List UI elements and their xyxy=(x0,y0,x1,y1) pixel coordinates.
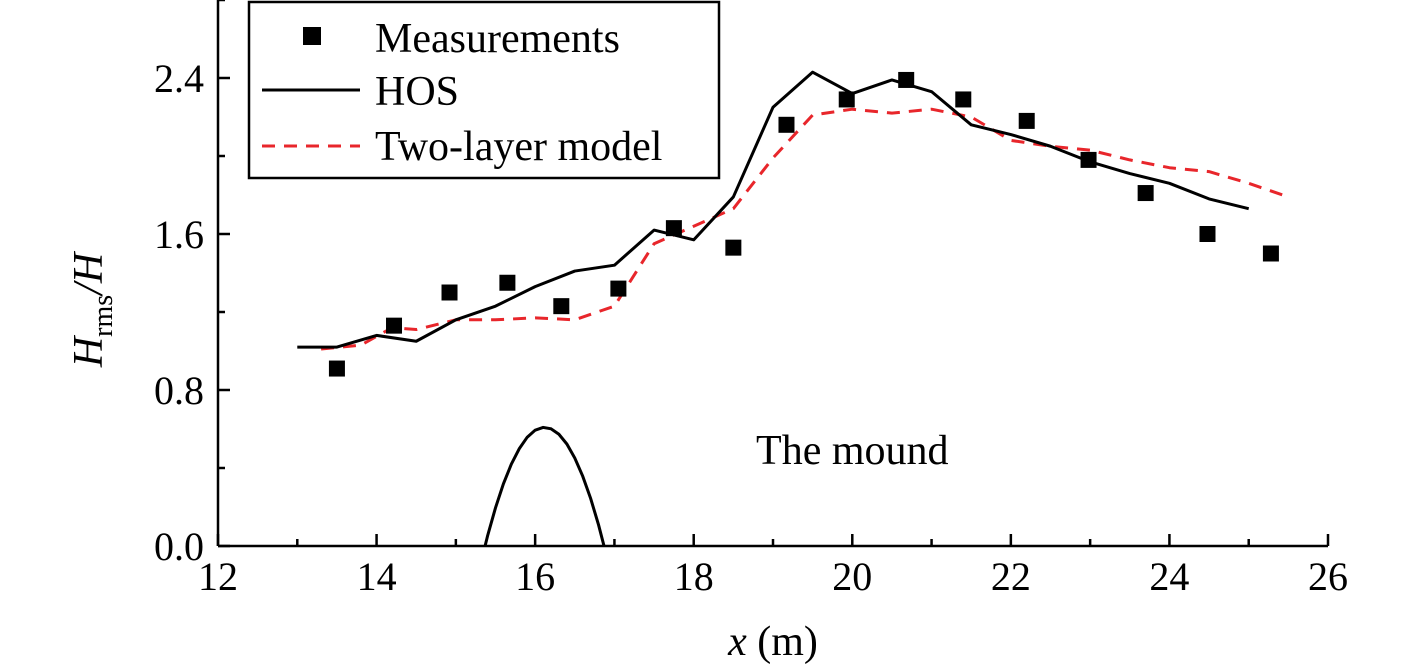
y-tick-label: 0.0 xyxy=(154,524,204,569)
measurement-point xyxy=(1018,112,1035,129)
measurement-point xyxy=(1080,151,1097,168)
measurement-point xyxy=(610,280,627,297)
measurement-point xyxy=(441,284,458,301)
legend-marker-measurements xyxy=(303,27,321,45)
measurement-point xyxy=(499,274,516,291)
legend-label-measurements: Measurements xyxy=(375,16,620,62)
legend-label-hos: HOS xyxy=(375,69,459,115)
y-axis-label: Hrms/H xyxy=(66,250,119,368)
x-tick-label: 16 xyxy=(515,554,555,599)
x-tick-label: 12 xyxy=(198,554,238,599)
measurement-point xyxy=(1262,245,1279,262)
x-axis-label: x (m) xyxy=(727,619,818,665)
two-layer-model-series-line xyxy=(320,107,1289,351)
measurement-point xyxy=(778,116,795,133)
measurement-point xyxy=(386,317,403,334)
axes-layer: 12 14 16 18 20 22 24 26 0.0 0.8 1.6 2.4 xyxy=(154,0,1348,599)
x-tick-label: 18 xyxy=(674,554,714,599)
measurement-point xyxy=(665,220,682,237)
mound-annotation: The mound xyxy=(756,428,948,474)
x-tick-label: 24 xyxy=(1149,554,1189,599)
mound-layer xyxy=(483,425,606,546)
measurement-point xyxy=(725,239,742,256)
measurement-point xyxy=(1199,226,1216,242)
x-tick-label: 20 xyxy=(832,554,872,599)
y-tick-label: 2.4 xyxy=(154,56,204,101)
measurement-point xyxy=(328,360,345,377)
legend-label-two-layer-model: Two-layer model xyxy=(375,124,662,170)
legend: Measurements HOS Two-layer model xyxy=(247,0,721,180)
measurement-point xyxy=(553,298,570,315)
y-tick-label: 1.6 xyxy=(154,212,204,257)
x-tick-label: 14 xyxy=(357,554,397,599)
x-tick-label: 22 xyxy=(991,554,1031,599)
measurement-point xyxy=(838,91,855,108)
series-layer xyxy=(297,70,1289,377)
measurement-point xyxy=(955,91,972,108)
measurement-point xyxy=(898,71,915,88)
mound-profile-line xyxy=(483,425,606,546)
x-tick-label: 26 xyxy=(1308,554,1348,599)
measurement-point xyxy=(1137,185,1154,202)
y-tick-label: 0.8 xyxy=(154,368,204,413)
